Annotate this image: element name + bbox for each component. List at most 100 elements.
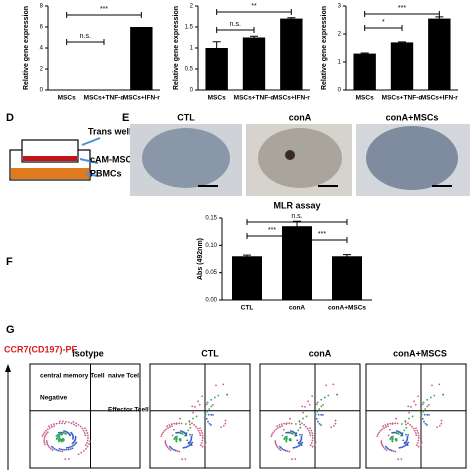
panel-letter: D [6, 112, 14, 124]
event-dot [309, 444, 312, 447]
quadrant-label: Negative [40, 395, 67, 402]
event-dot [165, 445, 168, 447]
event-dot [394, 450, 397, 453]
event-dot [411, 415, 414, 418]
event-dot [164, 441, 167, 444]
error-bar [343, 254, 351, 258]
event-dot [60, 448, 63, 451]
event-dot [283, 422, 286, 425]
event-dot [408, 411, 410, 414]
y-axis-label: Relative gene expression [23, 6, 30, 90]
event-dot [199, 427, 201, 430]
quadrant-label: naive Tcell [108, 373, 141, 380]
event-dot [43, 437, 46, 440]
event-dot [419, 443, 422, 446]
event-dot [43, 439, 46, 442]
event-dot [41, 435, 44, 438]
event-dot [288, 450, 291, 453]
event-dot [297, 442, 300, 445]
event-dot [171, 425, 173, 428]
event-dot [275, 443, 277, 446]
event-dot [290, 422, 293, 425]
event-dot [274, 441, 277, 444]
event-dot [285, 435, 288, 438]
event-dot [84, 447, 87, 450]
event-dot [67, 446, 70, 449]
error-bar [360, 52, 369, 55]
event-dot [53, 425, 56, 428]
diagram-label: cAM-MSCs [90, 154, 137, 164]
event-dot [205, 418, 208, 420]
event-dot [176, 437, 178, 440]
x-tick-label: MSCs [356, 95, 374, 102]
event-dot [431, 384, 433, 387]
significance-bracket [364, 11, 440, 17]
x-tick-label: MSCs [58, 95, 76, 102]
event-dot [302, 417, 304, 420]
event-dot [426, 413, 429, 416]
event-dot [87, 437, 89, 439]
event-dot [82, 429, 85, 432]
event-dot [44, 443, 46, 446]
quadrant-label: central memory Tcell [40, 373, 105, 380]
event-dot [171, 447, 174, 450]
significance-label: *** [318, 231, 326, 238]
event-dot [305, 415, 308, 418]
flow-plot [259, 363, 361, 469]
event-dot [75, 441, 78, 444]
event-dot [421, 418, 424, 420]
event-dot [282, 448, 285, 451]
event-dot [201, 434, 204, 437]
panel-letter: G [6, 324, 15, 336]
event-dot [52, 446, 55, 449]
event-dot [206, 401, 209, 404]
event-dot [422, 401, 425, 404]
event-dot [187, 429, 190, 432]
event-dot [188, 420, 191, 422]
event-dot [200, 441, 203, 444]
event-dot [77, 423, 80, 426]
bar [232, 256, 262, 300]
event-dot [172, 448, 175, 451]
y-axis-label: Relative gene expression [173, 6, 180, 90]
event-dot [192, 411, 194, 414]
event-dot [417, 437, 420, 439]
event-dot [429, 396, 432, 399]
event-dot [212, 403, 214, 406]
event-dot [299, 423, 301, 426]
event-dot [382, 446, 385, 449]
event-dot [210, 398, 213, 401]
event-dot [168, 445, 171, 448]
event-dot [332, 383, 335, 386]
event-dot [185, 446, 188, 449]
event-dot [210, 405, 213, 408]
event-dot [191, 422, 193, 425]
event-dot [311, 445, 314, 448]
event-dot [297, 429, 300, 432]
event-dot [307, 400, 309, 403]
event-dot [403, 442, 406, 445]
error-bar [212, 41, 221, 55]
event-dot [409, 423, 412, 426]
significance-bracket [246, 219, 348, 225]
event-dot [62, 448, 64, 451]
event-dot [378, 431, 381, 434]
event-dot [415, 434, 418, 437]
event-dot [400, 458, 403, 460]
event-dot [415, 427, 417, 430]
event-dot [182, 446, 185, 449]
event-dot [58, 422, 61, 425]
y-tick-label: 6 [40, 25, 44, 31]
event-dot [421, 403, 424, 406]
event-dot [210, 424, 212, 426]
event-dot [330, 426, 333, 429]
event-dot [198, 432, 201, 434]
event-dot [62, 420, 64, 423]
significance-label: *** [268, 227, 276, 234]
event-dot [63, 422, 66, 425]
event-dot [172, 428, 175, 431]
event-dot [203, 443, 206, 446]
event-dot [60, 438, 63, 441]
event-dot [74, 435, 77, 438]
event-dot [84, 427, 86, 430]
